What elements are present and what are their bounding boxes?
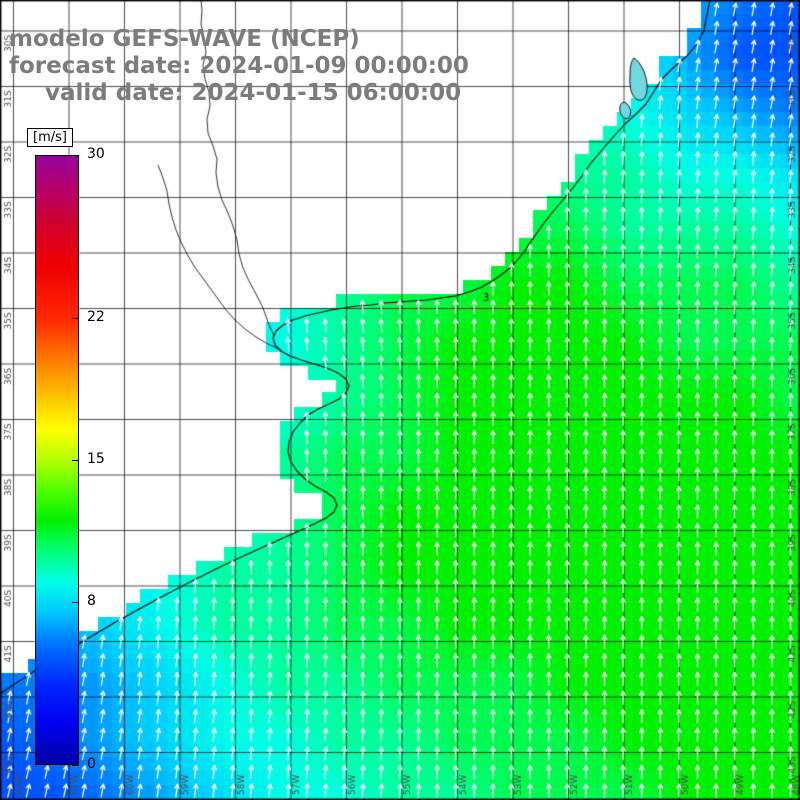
valid-date-line: valid date: 2024-01-15 06:00:00 (45, 80, 462, 106)
colorbar-tick-label: 22 (87, 308, 105, 325)
colorbar-tick-mark (72, 765, 79, 766)
colorbar-tick-label: 30 (87, 146, 105, 162)
colorbar-tick-label: 0 (87, 756, 96, 772)
header: modelo GEFS-WAVE (NCEP) forecast date: 2… (9, 26, 469, 107)
colorbar-tick-mark (72, 155, 79, 156)
colorbar-unit-label: [m/s] (27, 128, 73, 147)
forecast-date-line: forecast date: 2024-01-09 00:00:00 (9, 53, 469, 79)
colorbar-tick-mark (72, 460, 79, 461)
colorbar-gradient (35, 155, 79, 765)
model-title: modelo GEFS-WAVE (NCEP) (9, 26, 360, 52)
colorbar-tick-mark (72, 317, 79, 319)
colorbar-tick-label: 15 (87, 451, 105, 467)
colorbar-tick-mark (72, 602, 79, 604)
colorbar-tick-label: 8 (87, 593, 96, 610)
